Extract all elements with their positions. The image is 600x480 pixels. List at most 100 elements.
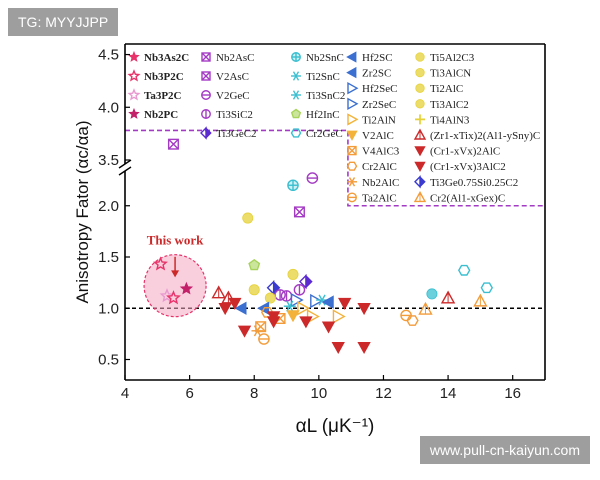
legend-label: Ti3SiC2 — [216, 109, 253, 121]
legend-marker — [201, 52, 211, 62]
legend-marker — [346, 66, 357, 79]
legend-marker — [291, 52, 301, 62]
annotation-arrowhead — [171, 270, 180, 278]
data-point — [310, 293, 324, 309]
legend-label: Ti3GeC2 — [216, 128, 257, 140]
legend-marker — [201, 109, 211, 119]
data-point — [274, 289, 286, 301]
legend-marker — [415, 52, 425, 62]
x-tick-label: 10 — [311, 385, 328, 402]
legend-label: Nb2PC — [144, 109, 178, 121]
legend-marker — [347, 82, 359, 95]
y-tick-label: 3.5 — [98, 152, 119, 169]
data-point — [298, 273, 313, 290]
legend-label: Hf2SC — [362, 52, 393, 64]
legend-marker — [413, 128, 427, 140]
data-point — [457, 264, 471, 276]
data-point — [179, 281, 194, 295]
legend-label: Cr2GeC — [306, 128, 343, 140]
x-axis-label: αL (μK⁻¹) — [296, 416, 375, 437]
legend-marker — [347, 97, 359, 110]
data-point — [218, 303, 232, 316]
legend-label: Nb2SnC — [306, 52, 344, 64]
legend-label: Hf2InC — [306, 109, 340, 121]
data-point — [321, 295, 334, 309]
data-point — [237, 325, 252, 338]
legend-marker — [346, 51, 357, 63]
data-point — [357, 303, 371, 316]
data-point — [321, 321, 336, 334]
x-tick-label: 8 — [250, 385, 258, 402]
legend-marker — [290, 128, 302, 138]
legend-label: Ti3SnC2 — [306, 90, 345, 102]
legend-marker — [291, 90, 301, 100]
legend-label: Hf2SeC — [362, 83, 397, 95]
data-point — [306, 172, 319, 184]
legend-marker — [414, 175, 426, 189]
legend-marker — [127, 69, 141, 82]
data-point — [418, 301, 433, 315]
data-point — [287, 179, 299, 192]
data-point — [290, 292, 304, 308]
legend-label: (Zr1-xTix)2(Al1-ySny)C — [430, 130, 540, 142]
legend-marker — [346, 130, 358, 141]
x-tick-label: 6 — [185, 385, 193, 402]
data-point — [426, 288, 438, 300]
data-point — [242, 212, 254, 224]
legend-marker — [347, 113, 359, 126]
legend-label: V2AsC — [216, 71, 249, 83]
legend-marker — [413, 190, 427, 203]
data-point — [286, 310, 300, 323]
legend-label: Ta2AlC — [362, 192, 397, 204]
data-point — [234, 301, 247, 315]
data-point — [266, 280, 281, 296]
data-point — [406, 315, 419, 326]
y-tick-label: 0.5 — [98, 352, 119, 369]
data-point — [280, 290, 293, 302]
annotation-text: This work — [147, 233, 204, 248]
data-point — [332, 309, 346, 324]
legend-marker — [414, 146, 426, 157]
x-tick-label: 4 — [121, 385, 129, 402]
y-tick-label: 4.5 — [98, 47, 119, 64]
legend-marker — [415, 67, 425, 78]
legend-marker — [415, 114, 425, 125]
legend-marker — [200, 126, 212, 140]
legend-label: V2GeC — [216, 90, 250, 102]
legend-label: Ti5Al2C3 — [430, 52, 475, 64]
data-point — [228, 297, 242, 310]
legend-marker — [291, 71, 301, 81]
legend-marker — [347, 192, 357, 203]
data-point — [299, 316, 313, 329]
chart-legend: Nb3As2C Nb3P2C Ta3P2C Nb2PC Nb2AsC V2AsC V2GeC… — [127, 50, 540, 204]
legend-label: Ti3AlC2 — [430, 99, 469, 111]
data-point — [283, 300, 296, 312]
legend-label: V2AlC — [362, 130, 394, 142]
axis-break-mark — [118, 166, 132, 176]
legend-label: (Cr1-xVx)3AlC2 — [430, 161, 506, 173]
data-point — [480, 282, 494, 294]
data-point — [293, 206, 305, 218]
watermark-bottom: www.pull-cn-kaiyun.com — [419, 436, 590, 464]
legend-marker — [347, 145, 357, 156]
legend-label: V4AlC3 — [362, 146, 400, 158]
data-point — [357, 341, 371, 355]
y-tick-label: 2.0 — [98, 198, 119, 215]
legend-marker — [127, 88, 141, 101]
legend-marker — [415, 99, 425, 109]
legend-marker — [201, 90, 211, 100]
data-point — [167, 138, 179, 150]
data-point — [293, 283, 306, 296]
data-point — [166, 290, 181, 305]
data-point — [287, 268, 299, 280]
this-work-highlight — [143, 254, 207, 318]
y-tick-label: 1.5 — [98, 249, 119, 266]
data-point — [258, 333, 270, 345]
legend-marker — [128, 50, 140, 62]
watermark-top: TG: MYYJJPP — [8, 8, 119, 36]
legend-label: Zr2SC — [362, 68, 391, 80]
legend-marker — [414, 161, 426, 173]
data-point — [159, 288, 175, 303]
legend-label: Ti3Ge0.75Si0.25C2 — [430, 177, 518, 189]
